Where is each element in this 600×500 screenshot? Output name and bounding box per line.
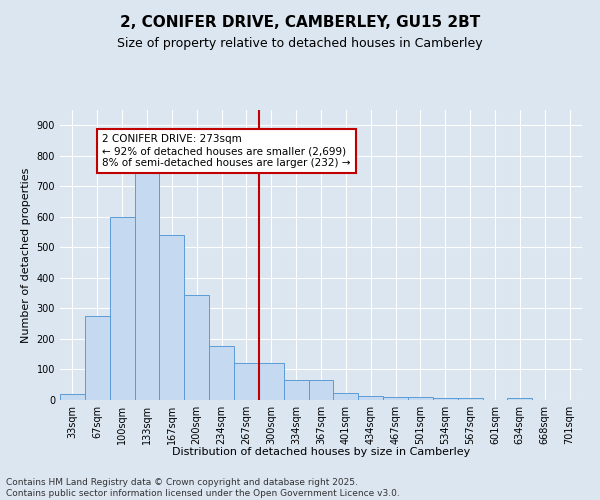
Bar (234, 364, 259, 400)
Text: 2 CONIFER DRIVE: 273sqm
← 92% of detached houses are smaller (2,699)
8% of semi-: 2 CONIFER DRIVE: 273sqm ← 92% of detache… (102, 134, 351, 168)
Bar (209, 346, 234, 400)
Bar (334, 394, 358, 400)
Text: 2, CONIFER DRIVE, CAMBERLEY, GU15 2BT: 2, CONIFER DRIVE, CAMBERLEY, GU15 2BT (120, 15, 480, 30)
Bar (184, 294, 209, 400)
Bar (110, 217, 134, 400)
Bar (458, 398, 482, 400)
Y-axis label: Number of detached properties: Number of detached properties (21, 168, 31, 342)
Bar (160, 235, 184, 400)
Bar (259, 364, 284, 400)
Bar (284, 380, 308, 400)
X-axis label: Distribution of detached houses by size in Camberley: Distribution of detached houses by size … (172, 447, 470, 457)
Bar (508, 398, 532, 400)
Bar (433, 398, 458, 400)
Bar (308, 380, 334, 400)
Text: Contains HM Land Registry data © Crown copyright and database right 2025.
Contai: Contains HM Land Registry data © Crown c… (6, 478, 400, 498)
Bar (134, 171, 160, 400)
Bar (383, 396, 408, 400)
Bar (358, 396, 383, 400)
Bar (408, 398, 433, 400)
Text: Size of property relative to detached houses in Camberley: Size of property relative to detached ho… (117, 38, 483, 51)
Bar (60, 394, 85, 400)
Bar (85, 316, 110, 400)
